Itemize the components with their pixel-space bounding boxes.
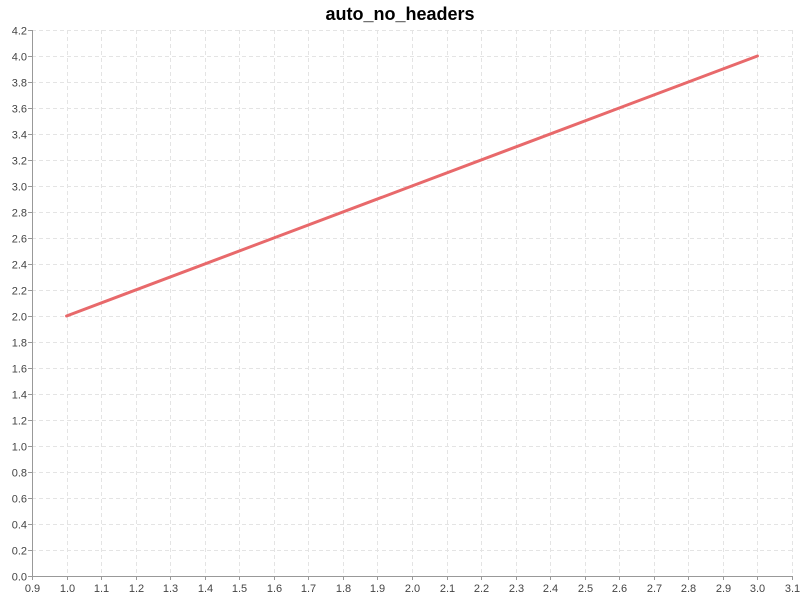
y-tick-label: 0.6 xyxy=(12,494,27,506)
y-tick-label: 1.2 xyxy=(12,416,27,428)
x-tick-label: 2.1 xyxy=(440,583,455,595)
x-tick-label: 1.7 xyxy=(301,583,316,595)
y-tick-label: 3.0 xyxy=(12,182,27,194)
y-tick-label: 0.4 xyxy=(12,520,27,532)
y-tick-label: 0.2 xyxy=(12,546,27,558)
x-tick-label: 1.2 xyxy=(129,583,144,595)
chart-title: auto_no_headers xyxy=(325,4,474,24)
y-tick-label: 1.6 xyxy=(12,364,27,376)
y-tick-label: 2.8 xyxy=(12,208,27,220)
x-tick-label: 2.8 xyxy=(681,583,696,595)
y-tick-label: 2.6 xyxy=(12,234,27,246)
x-tick-label: 2.2 xyxy=(474,583,489,595)
y-tick-label: 3.8 xyxy=(12,78,27,90)
x-tick-label: 2.5 xyxy=(578,583,593,595)
x-tick-label: 1.4 xyxy=(198,583,213,595)
y-tick-label: 0.0 xyxy=(12,572,27,584)
x-tick-label: 3.0 xyxy=(750,583,765,595)
y-tick-label: 2.2 xyxy=(12,286,27,298)
y-tick-label: 1.4 xyxy=(12,390,27,402)
series-layer xyxy=(65,54,759,318)
y-tick-label: 4.2 xyxy=(12,26,27,38)
x-tick-label: 2.7 xyxy=(647,583,662,595)
y-tick-label: 4.0 xyxy=(12,52,27,64)
y-tick-label: 1.8 xyxy=(12,338,27,350)
y-tick-label: 3.4 xyxy=(12,130,27,142)
x-tick-label: 2.6 xyxy=(612,583,627,595)
x-tick-label: 2.9 xyxy=(716,583,731,595)
x-tick-label: 3.1 xyxy=(785,583,800,595)
series-line xyxy=(65,54,759,318)
y-tick-label: 2.4 xyxy=(12,260,27,272)
y-tick-label: 0.8 xyxy=(12,468,27,480)
x-tick-label: 1.1 xyxy=(94,583,109,595)
x-tick-label: 0.9 xyxy=(25,583,40,595)
y-tick-label: 3.6 xyxy=(12,104,27,116)
x-tick-label: 1.3 xyxy=(163,583,178,595)
y-tick-label: 1.0 xyxy=(12,442,27,454)
x-tick-label: 1.5 xyxy=(232,583,247,595)
x-tick-label: 2.3 xyxy=(509,583,524,595)
axes xyxy=(28,30,793,580)
x-tick-label: 2.0 xyxy=(405,583,420,595)
grid xyxy=(32,30,793,577)
x-tick-label: 1.9 xyxy=(370,583,385,595)
x-tick-label: 1.8 xyxy=(336,583,351,595)
y-tick-label: 2.0 xyxy=(12,312,27,324)
x-tick-label: 1.0 xyxy=(60,583,75,595)
tick-labels: 0.9 1.0 1.1 1.2 1.3 1.4 1.5 1.6 1.7 1.8 1.9 2.0 2.1 2… xyxy=(12,26,800,596)
x-tick-label: 1.6 xyxy=(267,583,282,595)
x-tick-label: 2.4 xyxy=(543,583,558,595)
y-tick-label: 3.2 xyxy=(12,156,27,168)
